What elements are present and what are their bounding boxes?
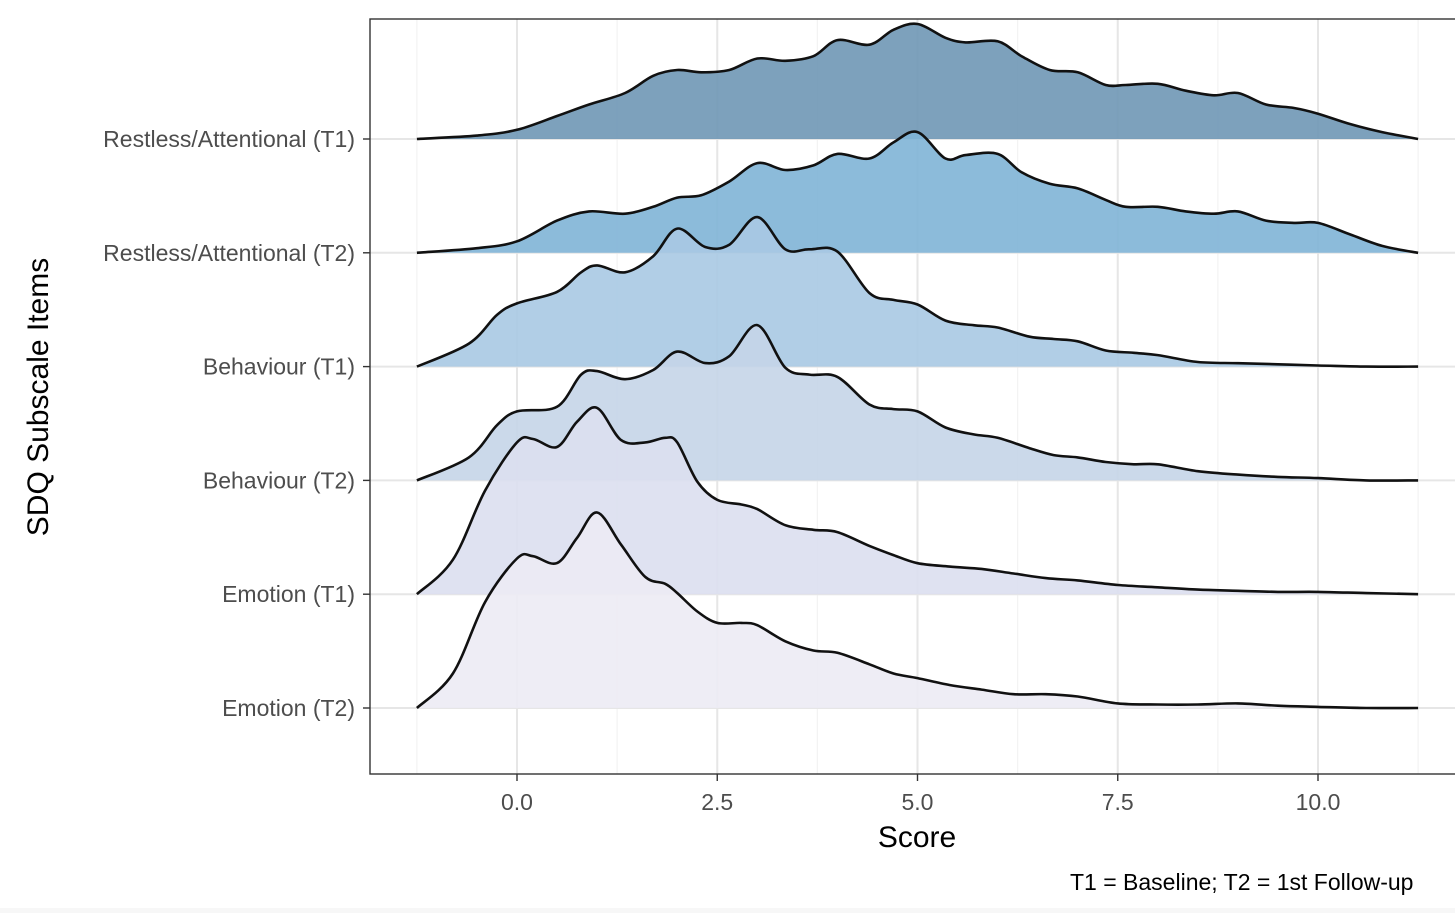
y-axis-title: SDQ Subscale Items xyxy=(22,258,55,536)
x-tick-label: 5.0 xyxy=(902,789,934,815)
y-tick-label: Emotion (T1) xyxy=(222,581,355,607)
ridge-series xyxy=(416,22,1419,710)
y-axis-ticks: Restless/Attentional (T1) Restless/Attent… xyxy=(103,126,370,721)
ridge-line-emotion-t2 xyxy=(416,511,1419,710)
x-tick-label: 2.5 xyxy=(701,789,733,815)
x-tick-label: 0.0 xyxy=(501,789,533,815)
x-tick-label: 7.5 xyxy=(1102,789,1134,815)
y-tick-label: Restless/Attentional (T1) xyxy=(103,126,355,152)
x-axis-title: Score xyxy=(878,821,956,854)
ridge-line-behaviour-t2 xyxy=(416,323,1419,482)
ridge-area-emotion-t2 xyxy=(416,512,1419,709)
ridge-line-restless-attentional-t1 xyxy=(416,22,1419,141)
ridge-line-restless-attentional-t2 xyxy=(416,130,1419,255)
y-tick-label: Behaviour (T2) xyxy=(203,467,355,493)
y-tick-label: Restless/Attentional (T2) xyxy=(103,240,355,266)
y-tick-label: Behaviour (T1) xyxy=(203,354,355,380)
ridge-area-emotion-t1 xyxy=(416,407,1419,595)
y-tick-label: Emotion (T2) xyxy=(222,695,355,721)
ridge-area-behaviour-t1 xyxy=(416,217,1419,367)
ridge-area-restless-attentional-t2 xyxy=(416,131,1419,253)
ridge-line-emotion-t1 xyxy=(416,406,1419,596)
x-axis-ticks: 0.0 2.5 5.0 7.5 10.0 xyxy=(501,774,1340,815)
x-tick-label: 10.0 xyxy=(1296,789,1341,815)
ridge-line-behaviour-t1 xyxy=(416,215,1419,368)
chart-caption: T1 = Baseline; T2 = 1st Follow-up xyxy=(1070,869,1413,895)
panel-border xyxy=(369,18,1455,775)
ridge-area-restless-attentional-t1 xyxy=(416,23,1419,139)
